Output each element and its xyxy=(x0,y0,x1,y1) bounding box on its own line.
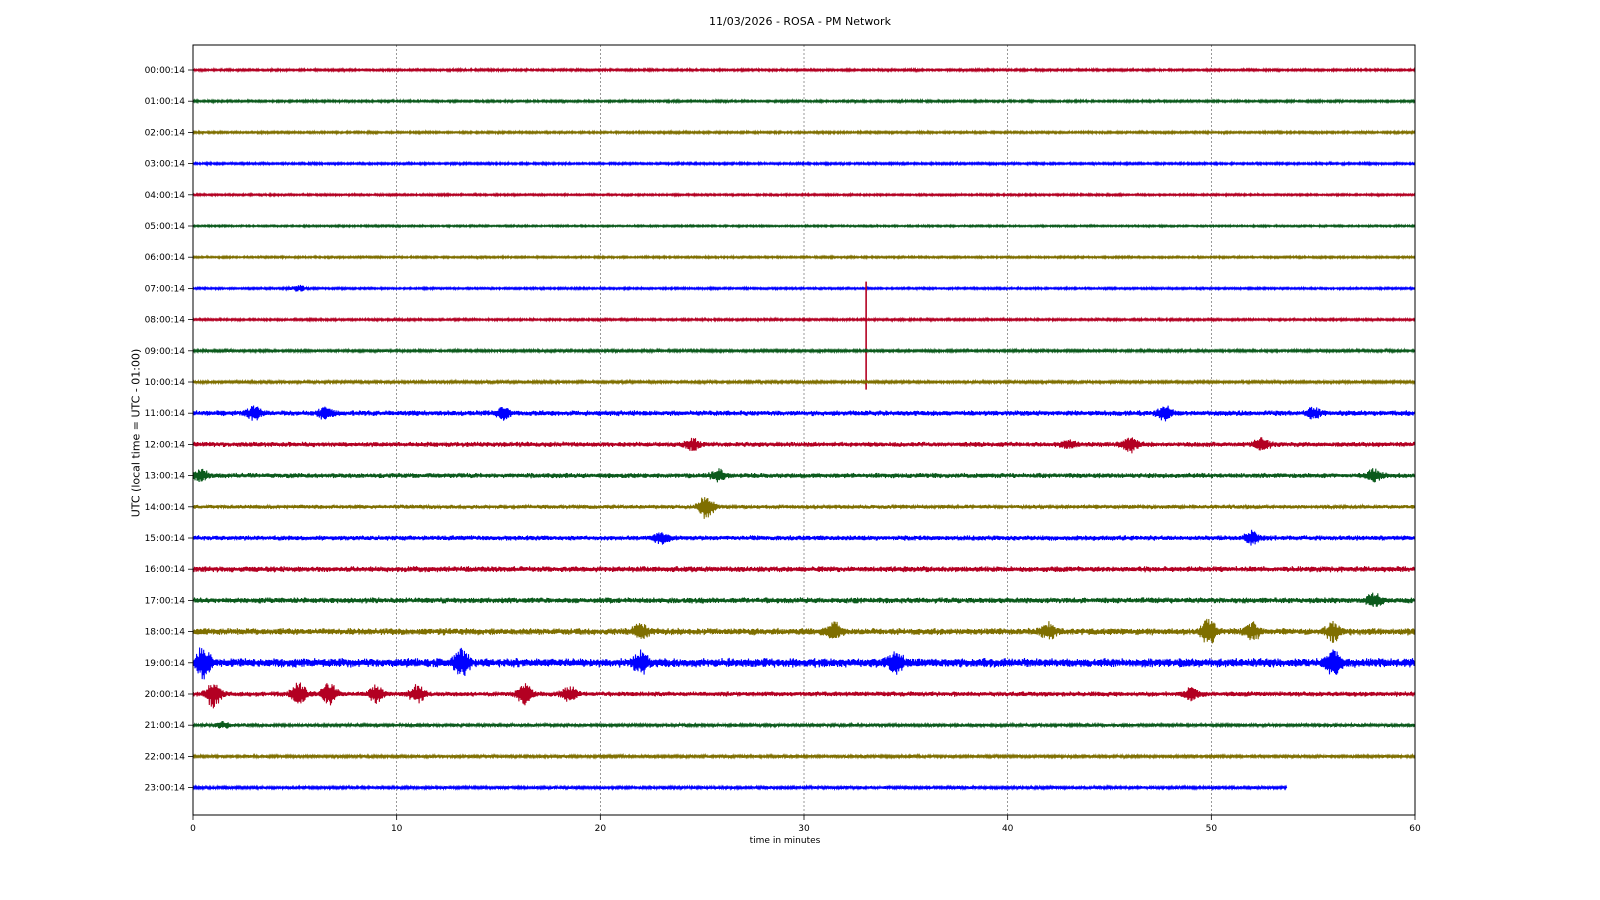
y-tick-label: 06:00:14 xyxy=(145,253,186,263)
x-tick-label: 0 xyxy=(190,824,196,834)
y-tick-label: 11:00:14 xyxy=(145,409,186,419)
y-tick-label: 08:00:14 xyxy=(145,316,186,326)
trace-140014 xyxy=(192,497,1416,519)
trace-180014 xyxy=(192,618,1416,644)
x-tick-label: 30 xyxy=(798,824,810,834)
trace-190014 xyxy=(192,647,1416,680)
y-tick-label: 23:00:14 xyxy=(145,784,186,794)
x-tick-label: 60 xyxy=(1409,824,1421,834)
trace-210014 xyxy=(192,720,1416,729)
trace-050014 xyxy=(192,223,1416,229)
trace-220014 xyxy=(192,752,1416,760)
y-tick-label: 21:00:14 xyxy=(145,721,186,731)
y-tick-label: 13:00:14 xyxy=(145,472,186,482)
trace-030014 xyxy=(192,160,1416,167)
chart-title: 11/03/2026 - ROSA - PM Network xyxy=(709,15,891,28)
y-tick-label: 17:00:14 xyxy=(145,596,186,606)
trace-160014 xyxy=(192,566,1416,573)
trace-230014 xyxy=(192,784,1288,792)
trace-000014 xyxy=(192,66,1416,74)
y-tick-label: 00:00:14 xyxy=(145,66,186,76)
trace-120014 xyxy=(192,437,1416,454)
trace-080014 xyxy=(192,316,1416,323)
y-tick-label: 02:00:14 xyxy=(145,128,186,138)
x-axis-label: time in minutes xyxy=(749,836,821,846)
trace-010014 xyxy=(192,97,1416,105)
trace-020014 xyxy=(192,129,1416,136)
y-tick-label: 14:00:14 xyxy=(145,503,186,513)
y-tick-label: 03:00:14 xyxy=(145,160,186,170)
y-tick-label: 12:00:14 xyxy=(145,440,186,450)
y-tick-label: 18:00:14 xyxy=(145,628,186,638)
x-tick-label: 50 xyxy=(1206,824,1218,834)
trace-060014 xyxy=(192,253,1416,261)
x-tick-label: 40 xyxy=(1002,824,1014,834)
y-tick-label: 04:00:14 xyxy=(145,191,186,201)
trace-150014 xyxy=(192,529,1416,546)
y-tick-label: 05:00:14 xyxy=(145,222,186,232)
trace-130014 xyxy=(192,468,1416,483)
trace-170014 xyxy=(192,592,1416,607)
y-axis-label: UTC (local time = UTC - 01:00) xyxy=(129,348,143,518)
y-tick-label: 16:00:14 xyxy=(145,565,186,575)
y-tick-label: 20:00:14 xyxy=(145,690,186,700)
trace-100014 xyxy=(192,378,1416,386)
trace-070014 xyxy=(192,284,1416,292)
y-tick-label: 15:00:14 xyxy=(145,534,186,544)
y-tick-label: 22:00:14 xyxy=(145,752,186,762)
trace-090014 xyxy=(192,347,1416,355)
trace-040014 xyxy=(192,191,1416,199)
y-tick-label: 01:00:14 xyxy=(145,97,186,107)
y-tick-label: 10:00:14 xyxy=(145,378,186,388)
trace-110014 xyxy=(192,405,1416,422)
y-tick-label: 09:00:14 xyxy=(145,347,186,357)
y-tick-label: 07:00:14 xyxy=(145,284,186,294)
trace-200014 xyxy=(192,682,1416,709)
x-tick-label: 20 xyxy=(595,824,607,834)
y-tick-label: 19:00:14 xyxy=(145,659,186,669)
x-tick-label: 10 xyxy=(391,824,403,834)
